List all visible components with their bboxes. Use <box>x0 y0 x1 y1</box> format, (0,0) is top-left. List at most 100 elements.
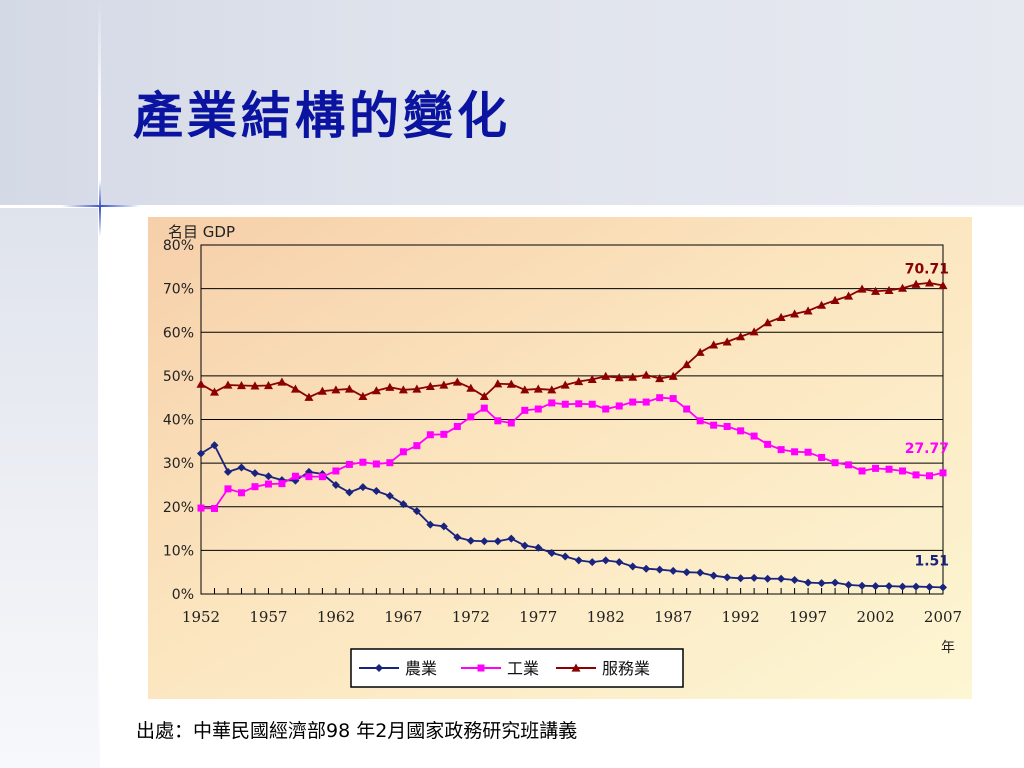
data-point <box>452 377 462 386</box>
chart-background <box>148 217 972 699</box>
data-point <box>938 281 948 290</box>
data-point <box>791 448 799 456</box>
data-point <box>911 279 921 288</box>
data-point <box>250 469 259 478</box>
data-point <box>237 489 245 497</box>
data-point <box>736 332 746 341</box>
data-point <box>925 583 934 592</box>
data-point <box>628 372 638 381</box>
header-divider <box>0 205 1024 208</box>
data-point <box>736 574 745 583</box>
chart-container: 0% 10% 20% 30% 40% 50% 60% 70% 80% 名目 GDP 1952 1957… <box>148 217 972 699</box>
data-point <box>425 381 435 390</box>
y-tick-label: 20% <box>163 500 194 516</box>
data-point <box>494 417 502 425</box>
data-point <box>358 483 367 492</box>
legend-marker <box>477 664 485 672</box>
y-axis-title: 名目 GDP <box>168 223 235 241</box>
data-point <box>264 480 272 488</box>
legend-label: 工業 <box>507 659 539 678</box>
data-point <box>453 422 461 430</box>
y-tick-label: 80% <box>163 238 194 254</box>
data-point <box>493 537 502 546</box>
x-tick-label: 1997 <box>789 608 827 626</box>
data-point <box>818 453 826 461</box>
data-point <box>737 427 745 435</box>
data-point <box>317 386 327 395</box>
line-chart: 0% 10% 20% 30% 40% 50% 60% 70% 80%名目 GDP 1952 1957… <box>148 217 972 699</box>
data-point <box>371 386 381 395</box>
data-point <box>872 464 880 472</box>
data-point <box>344 384 354 393</box>
data-point <box>197 504 205 512</box>
data-point <box>588 400 596 408</box>
data-point <box>602 405 610 413</box>
data-point <box>426 431 434 439</box>
data-point <box>803 306 813 315</box>
data-point <box>831 459 839 467</box>
data-point <box>844 580 853 589</box>
data-point <box>399 500 408 509</box>
data-point <box>614 373 624 382</box>
x-tick-label: 1957 <box>249 608 287 626</box>
data-point <box>695 347 705 356</box>
data-point <box>642 564 651 573</box>
data-point <box>305 473 313 481</box>
legend-box <box>350 648 684 688</box>
source-caption: 出處：中華民國經濟部98 年2月國家政務研究班講義 <box>136 720 578 742</box>
data-point <box>642 398 650 406</box>
cross-ornament-horizontal <box>62 205 140 207</box>
data-point <box>655 373 665 383</box>
data-point <box>278 480 286 488</box>
data-point <box>547 548 556 557</box>
x-tick-label: 2007 <box>924 608 962 626</box>
data-point <box>804 578 813 587</box>
data-point <box>196 379 206 388</box>
data-point <box>506 379 516 388</box>
data-point <box>925 278 935 287</box>
data-point <box>439 522 448 531</box>
data-point <box>722 337 732 346</box>
data-point <box>331 480 340 489</box>
data-point <box>561 552 570 561</box>
data-point <box>710 421 718 429</box>
data-point <box>345 460 353 468</box>
series-0 <box>197 441 947 592</box>
data-point <box>237 463 246 472</box>
y-tick-label: 50% <box>163 369 194 385</box>
slide-title: 產業結構的變化 <box>133 86 511 145</box>
data-point <box>359 458 367 466</box>
data-point <box>844 291 854 300</box>
data-point <box>885 582 894 591</box>
data-point <box>588 558 597 567</box>
data-point <box>479 391 489 400</box>
data-point <box>615 558 624 567</box>
end-value-label: 27.77 <box>905 441 949 457</box>
data-point <box>804 448 812 456</box>
x-tick-label: 2002 <box>856 608 894 626</box>
x-tick-label: 1977 <box>519 608 557 626</box>
data-point <box>493 379 503 388</box>
x-tick-label: 1982 <box>587 608 625 626</box>
data-point <box>790 309 800 318</box>
data-point <box>386 459 394 467</box>
data-point <box>939 583 947 592</box>
left-band <box>0 207 100 768</box>
data-point <box>224 485 232 493</box>
data-point <box>858 581 867 590</box>
data-point <box>250 381 260 390</box>
data-point <box>898 283 908 292</box>
data-point <box>696 417 704 425</box>
x-tick-label: 1987 <box>654 608 692 626</box>
data-point <box>561 400 569 408</box>
data-point <box>534 543 543 552</box>
data-point <box>520 385 530 394</box>
data-point <box>251 483 259 491</box>
data-point <box>440 430 448 438</box>
data-point <box>331 385 341 394</box>
data-point <box>277 377 287 386</box>
data-point <box>345 488 354 497</box>
data-point <box>412 507 421 516</box>
data-point <box>533 384 543 393</box>
data-point <box>236 380 246 390</box>
